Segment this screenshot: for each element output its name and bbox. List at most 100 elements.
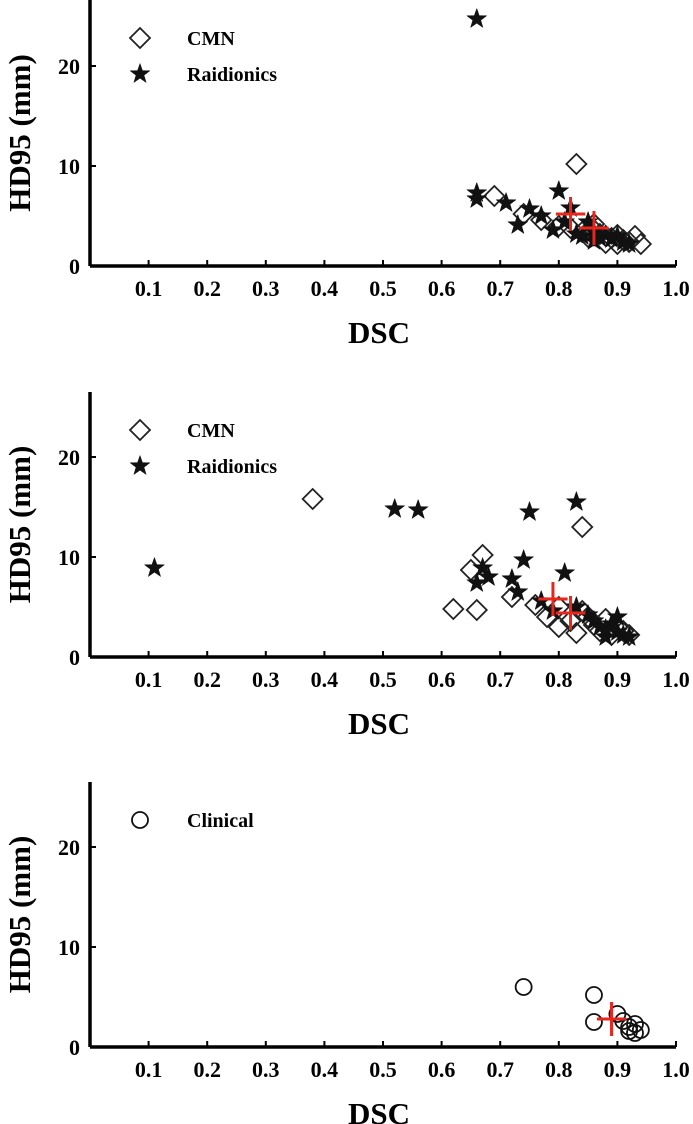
data-point-circle <box>614 1012 633 1030</box>
data-point-star <box>466 571 488 593</box>
y-tick-label: 20 <box>58 445 80 470</box>
x-tick-label: 0.8 <box>545 1057 573 1082</box>
data-point-star <box>565 490 588 512</box>
summary-cross <box>579 211 609 245</box>
legend-marker-circle <box>131 811 149 829</box>
x-axis-title: DSC <box>348 315 410 350</box>
x-tick-label: 0.7 <box>486 1057 514 1082</box>
data-point-star <box>548 179 570 201</box>
summary-cross <box>596 1002 627 1036</box>
x-axis-title: DSC <box>348 1096 410 1124</box>
data-point-star <box>507 213 529 235</box>
x-tick-label: 0.4 <box>311 667 339 692</box>
data-point-star <box>530 204 552 226</box>
data-point-star <box>384 497 406 519</box>
summary-markers <box>555 197 609 245</box>
x-tick-label: 0.3 <box>252 1057 280 1082</box>
y-tick-label: 0 <box>69 254 80 279</box>
data-point-star <box>618 232 640 254</box>
data-point-star <box>477 565 500 587</box>
data-point-star <box>518 500 541 522</box>
x-tick-label: 0.8 <box>545 667 573 692</box>
data-point-star <box>606 605 629 627</box>
x-tick-label: 1.0 <box>662 1057 690 1082</box>
series-clinical <box>514 978 650 1042</box>
x-tick-label: 1.0 <box>662 276 690 301</box>
x-tick-label: 0.7 <box>486 276 514 301</box>
x-tick-label: 0.7 <box>486 667 514 692</box>
data-point-diamond <box>570 515 594 539</box>
y-tick-label: 0 <box>69 1035 80 1060</box>
x-tick-label: 0.6 <box>428 1057 456 1082</box>
y-tick-label: 10 <box>58 154 80 179</box>
data-point-star <box>512 548 535 570</box>
legend: CMN Raidionics <box>128 26 277 86</box>
x-tick-label: 0.5 <box>369 667 397 692</box>
x-tick-label: 0.8 <box>545 276 573 301</box>
y-tick-label: 0 <box>69 645 80 670</box>
legend-marker-star <box>129 454 151 476</box>
y-tick-label: 20 <box>58 835 80 860</box>
y-axis-title: HD95 (mm) <box>2 446 37 604</box>
data-point-star <box>466 7 488 29</box>
data-point-star <box>518 197 541 219</box>
x-tick-label: 0.6 <box>428 276 456 301</box>
y-tick-label: 20 <box>58 54 80 79</box>
x-tick-label: 0.4 <box>311 1057 339 1082</box>
x-axis-title: DSC <box>348 706 410 741</box>
summary-markers <box>538 582 586 630</box>
data-point-star <box>594 223 617 245</box>
data-point-diamond <box>483 184 506 208</box>
x-tick-label: 0.5 <box>369 1057 397 1082</box>
series-raidionics <box>143 490 640 647</box>
legend-label: CMN <box>187 28 235 50</box>
legend-label: Clinical <box>187 810 254 832</box>
y-axis-title: HD95 (mm) <box>2 54 37 212</box>
data-point-diamond <box>565 152 588 176</box>
x-tick-label: 0.9 <box>604 667 632 692</box>
x-tick-label: 0.5 <box>369 276 397 301</box>
chart-panel-3: 0.1 0.2 0.3 0.4 0.5 0.6 0.7 0.8 0.9 1.0 0 10 20 DSC HD… <box>2 782 690 1124</box>
x-tick-label: 0.2 <box>193 276 221 301</box>
legend-label: Raidionics <box>187 456 277 478</box>
x-tick-label: 0.9 <box>604 1057 632 1082</box>
legend-marker-diamond <box>128 418 152 442</box>
x-tick-label: 0.1 <box>135 1057 163 1082</box>
data-point-star <box>507 580 529 602</box>
y-axis-title: HD95 (mm) <box>2 836 37 994</box>
legend-marker-diamond <box>128 26 152 50</box>
data-point-star <box>143 556 166 578</box>
data-point-star <box>553 210 576 232</box>
data-point-star <box>471 556 494 578</box>
data-point-diamond <box>442 597 465 621</box>
data-point-circle <box>585 986 603 1004</box>
data-point-star <box>553 561 576 583</box>
data-point-star <box>407 498 429 520</box>
x-tick-label: 0.2 <box>193 1057 221 1082</box>
data-point-circle <box>626 1024 644 1042</box>
x-tick-label: 0.2 <box>193 667 221 692</box>
x-tick-label: 0.3 <box>252 276 280 301</box>
chart-panel-1: 0.1 0.2 0.3 0.4 0.5 0.6 0.7 0.8 0.9 1.0 0 10 20 DSC HD… <box>2 0 690 350</box>
summary-cross <box>555 197 586 231</box>
legend: CMN Raidionics <box>128 418 277 478</box>
legend-label: CMN <box>187 420 235 442</box>
x-tick-label: 0.4 <box>311 276 339 301</box>
data-point-star <box>495 191 517 213</box>
x-tick-label: 1.0 <box>662 667 690 692</box>
data-point-circle <box>514 978 533 996</box>
legend-marker-star <box>129 62 151 84</box>
data-point-star <box>594 625 617 647</box>
data-point-diamond <box>559 609 582 633</box>
data-point-diamond <box>623 224 647 248</box>
summary-markers <box>596 1002 627 1036</box>
y-tick-label: 10 <box>58 935 80 960</box>
series-raidionics <box>466 7 640 254</box>
y-tick-label: 10 <box>58 545 80 570</box>
data-point-circle <box>585 1013 603 1031</box>
data-point-diamond <box>547 615 571 639</box>
x-tick-label: 0.1 <box>135 667 163 692</box>
data-point-star <box>565 595 588 617</box>
summary-cross <box>538 582 568 616</box>
